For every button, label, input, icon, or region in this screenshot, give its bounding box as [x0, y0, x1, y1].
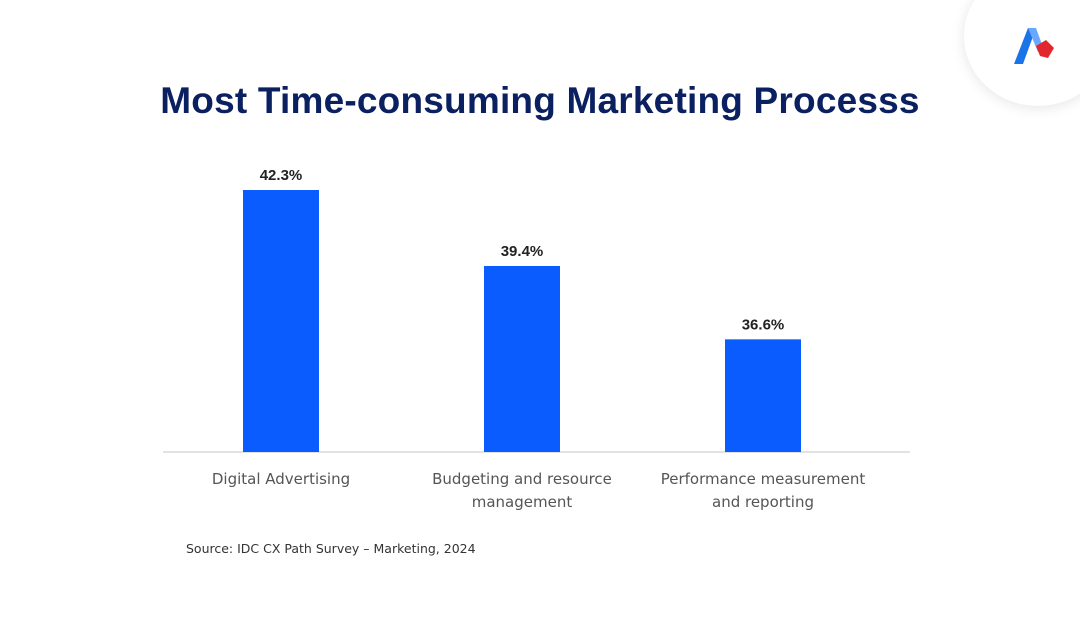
- bar-3: [725, 339, 801, 452]
- category-label-1: Digital Advertising: [212, 470, 350, 488]
- category-label-3: Performance measurement and reporting: [661, 470, 866, 511]
- source-note: Source: IDC CX Path Survey – Marketing, …: [186, 541, 476, 556]
- bar-1: [243, 190, 319, 452]
- bar-value-label-2: 39.4%: [501, 243, 544, 260]
- bar-value-label-1: 42.3%: [260, 167, 303, 184]
- bar-value-label-3: 36.6%: [742, 316, 785, 333]
- category-label-2: Budgeting and resource management: [432, 470, 612, 511]
- bar-2: [484, 265, 560, 452]
- brand-a-logo-icon: [1014, 28, 1054, 64]
- chart-title: Most Time-consuming Marketing Processs: [160, 80, 920, 121]
